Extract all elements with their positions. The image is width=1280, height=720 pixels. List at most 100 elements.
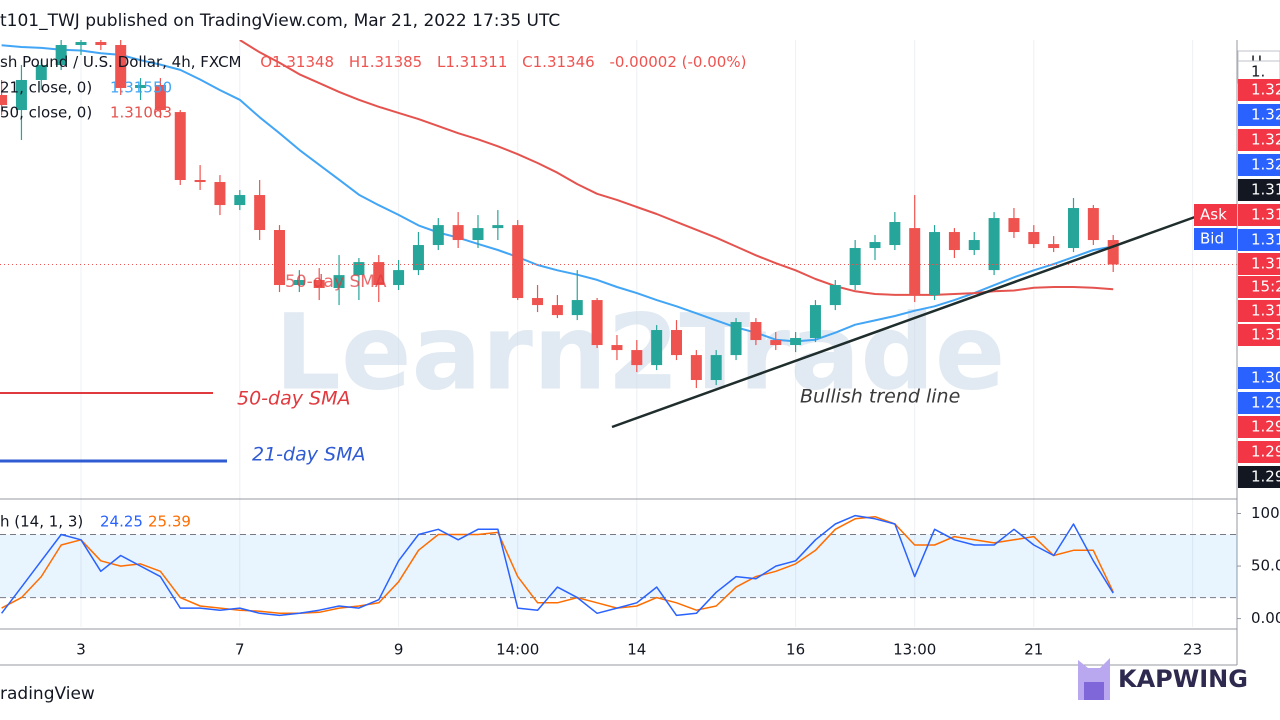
annotation: 50-day SMA (285, 272, 387, 292)
kapwing-text: KAPWING (1118, 665, 1248, 693)
price-tag-label: 1.31 (1251, 326, 1280, 344)
candle-body (274, 230, 285, 286)
candle-body (254, 195, 266, 231)
candle-body (393, 270, 405, 286)
candle-body (115, 45, 127, 88)
annotation: Bullish trend line (800, 386, 960, 408)
y-tick-label: 100.00 (1251, 504, 1280, 522)
candle-body (333, 275, 345, 289)
candle-body (690, 355, 702, 381)
y-tick-label: 50.00 (1251, 557, 1280, 575)
price-tag (1238, 253, 1280, 275)
candle-body (293, 280, 305, 286)
candle-body (551, 305, 563, 316)
series-line (239, 39, 1114, 296)
candle-body (154, 84, 166, 111)
candle-body (750, 322, 762, 341)
x-tick-label: 7 (235, 641, 245, 659)
price-tag (1238, 154, 1280, 176)
price-tag-label: 1. (1251, 63, 1265, 81)
candle-body (889, 222, 901, 246)
candle-body (1107, 240, 1119, 265)
candle-body (770, 340, 782, 346)
price-tag-label: 1.31 (1251, 206, 1280, 224)
indicator-legend: 21, close, 0) (0, 79, 92, 97)
price-layer (0, 37, 1237, 389)
x-tick-label: 14 (627, 641, 646, 659)
price-tag (1238, 79, 1280, 101)
candle-body (532, 298, 544, 306)
candle-body (234, 195, 246, 206)
x-tick-label: 16 (786, 641, 805, 659)
candle-body (929, 232, 941, 296)
x-tick-label: 13:00 (893, 641, 936, 659)
price-tag-label: 1.29 (1251, 394, 1280, 412)
price-tag (1238, 179, 1280, 201)
candle-body (1048, 244, 1060, 249)
x-tick-label: 14:00 (496, 641, 539, 659)
candle-body (849, 248, 861, 286)
price-tag-label: 1.29 (1251, 443, 1280, 461)
y-tick-label: 0.00 (1251, 609, 1280, 627)
price-tag (1238, 367, 1280, 389)
series-legend: sh Pound / U.S. Dollar, 4h, FXCM O1.3134… (0, 53, 746, 71)
candle-body (1087, 208, 1099, 241)
price-tag (1238, 392, 1280, 414)
price-tag (1238, 466, 1280, 488)
candle-body (710, 355, 722, 381)
price-tag-label: 1.29 (1251, 468, 1280, 486)
stoch-layer (0, 514, 1237, 617)
price-tag (1238, 416, 1280, 438)
candle-body (412, 245, 424, 271)
price-tag (1238, 441, 1280, 463)
indicator-value: 1.31063 (110, 104, 172, 122)
candle-body (1068, 208, 1079, 249)
x-tick-label: 23 (1183, 641, 1202, 659)
candle-body (452, 225, 464, 241)
ohlc-change: -0.00002 (-0.00%) (609, 53, 746, 71)
axis-layer: 37914:00141613:002123U1.1.321.321.321.32… (76, 50, 1280, 659)
candle-body (571, 300, 583, 316)
price-tag-label: 1.31 (1251, 231, 1280, 249)
price-tag-label: 1.32 (1251, 106, 1280, 124)
candle-body (135, 84, 147, 88)
candle-body (611, 345, 623, 351)
candle-body (194, 180, 206, 183)
ohlc-value: H1.31385 (349, 53, 422, 71)
candle-body (15, 79, 27, 111)
candle-body (432, 225, 444, 246)
bid-label: Bid (1200, 230, 1224, 248)
publisher: t101_TWJ published on TradingView.com, M… (0, 11, 560, 31)
ask-tag (1194, 204, 1237, 226)
trend-line (611, 215, 1196, 429)
annotation: 50-day SMA (237, 388, 350, 410)
price-tag (1238, 229, 1280, 251)
price-tag-label: 1.31 (1251, 302, 1280, 320)
price-tag (1238, 129, 1280, 151)
candle-body (512, 225, 524, 299)
series-line (1, 514, 1114, 617)
x-tick-label: 9 (394, 641, 404, 659)
price-tag-label: 1.31 (1251, 181, 1280, 199)
kapwing-logo: KAPWING (1078, 658, 1248, 700)
candle-body (909, 228, 921, 296)
stoch-legend: h (14, 1, 3) (0, 513, 83, 531)
price-tag-label: 1.29 (1251, 418, 1280, 436)
price-tag (1238, 276, 1280, 298)
candle-body (35, 65, 47, 80)
candle-body (869, 242, 881, 249)
candle-body (1028, 232, 1040, 245)
candle-body (591, 300, 603, 346)
price-tag (1238, 204, 1280, 226)
candle-body (0, 95, 8, 106)
candle-body (651, 330, 663, 366)
candle-body (809, 305, 821, 339)
symbol: sh Pound / U.S. Dollar, 4h, FXCM (0, 53, 241, 71)
indicator-value: 1.31550 (110, 79, 172, 97)
price-tag-label: 1.31 (1251, 255, 1280, 273)
candle-body (174, 112, 186, 181)
annotation: 21-day SMA (252, 444, 365, 466)
candle-body (214, 182, 226, 206)
ask-label: Ask (1200, 206, 1227, 224)
price-tag-label: 1.32 (1251, 156, 1280, 174)
